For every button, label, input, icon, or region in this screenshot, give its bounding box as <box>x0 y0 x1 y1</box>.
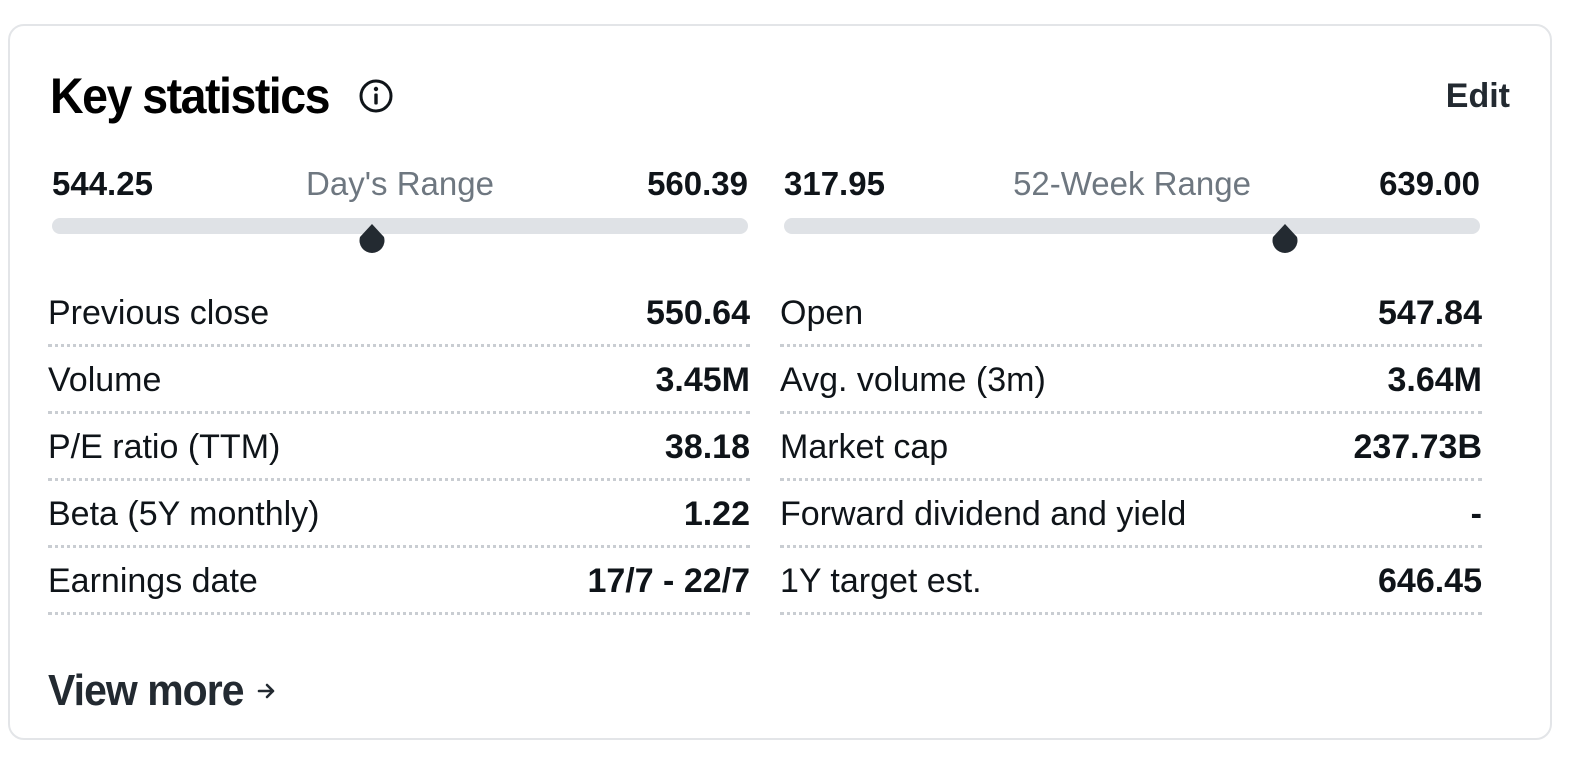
days-range: 544.25 Day's Range 560.39 <box>52 164 748 274</box>
stat-row-pe-ratio: P/E ratio (TTM) 38.18 <box>48 414 750 481</box>
stat-label: 1Y target est. <box>780 561 982 600</box>
stat-row-earnings-date: Earnings date 17/7 - 22/7 <box>48 548 750 615</box>
card-header: Key statistics Edit <box>50 64 1510 128</box>
stat-row-1y-target: 1Y target est. 646.45 <box>780 548 1482 615</box>
stat-label: Avg. volume (3m) <box>780 360 1046 399</box>
stat-row-market-cap: Market cap 237.73B <box>780 414 1482 481</box>
stat-row-forward-dividend: Forward dividend and yield - <box>780 481 1482 548</box>
stat-label: Open <box>780 293 864 332</box>
stat-value: 17/7 - 22/7 <box>587 561 750 600</box>
card-title: Key statistics <box>50 68 330 124</box>
stat-label: Beta (5Y monthly) <box>48 494 320 533</box>
view-more-label: View more <box>48 666 245 715</box>
range-marker-icon <box>359 224 385 254</box>
stat-label: Volume <box>48 360 162 399</box>
range-low-value: 317.95 <box>784 165 885 202</box>
stat-row-avg-volume: Avg. volume (3m) 3.64M <box>780 347 1482 414</box>
stat-value: 237.73B <box>1353 427 1482 466</box>
stat-value: 38.18 <box>664 427 750 466</box>
stat-row-volume: Volume 3.45M <box>48 347 750 414</box>
stat-row-previous-close: Previous close 550.64 <box>48 280 750 347</box>
52-week-range: 317.95 52-Week Range 639.00 <box>784 164 1480 274</box>
stat-value: 3.45M <box>655 360 751 399</box>
range-low-value: 544.25 <box>52 165 153 202</box>
range-name: Day's Range <box>306 165 494 202</box>
range-marker-icon <box>1272 224 1298 254</box>
stat-label: Market cap <box>780 427 949 466</box>
key-statistics-card: Key statistics Edit 544.25 Day's Range 5… <box>8 24 1552 740</box>
stat-row-beta: Beta (5Y monthly) 1.22 <box>48 481 750 548</box>
range-track <box>52 218 748 234</box>
title-wrap: Key statistics <box>50 71 394 121</box>
range-name: 52-Week Range <box>1013 165 1251 202</box>
stats-column-left: Previous close 550.64 Volume 3.45M P/E r… <box>48 280 750 615</box>
view-more-link[interactable]: View more <box>48 666 278 716</box>
edit-button[interactable]: Edit <box>1445 76 1510 115</box>
stat-label: Earnings date <box>48 561 258 600</box>
stat-value: - <box>1470 494 1482 533</box>
stat-label: Forward dividend and yield <box>780 494 1187 533</box>
range-track <box>784 218 1480 234</box>
stat-value: 547.84 <box>1378 293 1482 332</box>
range-high-value: 639.00 <box>1379 165 1480 202</box>
range-labels: 317.95 52-Week Range 639.00 <box>784 164 1480 204</box>
stat-row-open: Open 547.84 <box>780 280 1482 347</box>
info-circle-icon[interactable] <box>358 78 394 114</box>
arrow-right-icon <box>256 680 278 702</box>
stat-label: P/E ratio (TTM) <box>48 427 281 466</box>
stat-value: 646.45 <box>1378 561 1482 600</box>
stats-column-right: Open 547.84 Avg. volume (3m) 3.64M Marke… <box>780 280 1482 615</box>
range-high-value: 560.39 <box>647 165 748 202</box>
range-labels: 544.25 Day's Range 560.39 <box>52 164 748 204</box>
stat-label: Previous close <box>48 293 270 332</box>
stat-value: 3.64M <box>1387 360 1483 399</box>
stat-value: 550.64 <box>646 293 750 332</box>
stat-value: 1.22 <box>683 494 750 533</box>
